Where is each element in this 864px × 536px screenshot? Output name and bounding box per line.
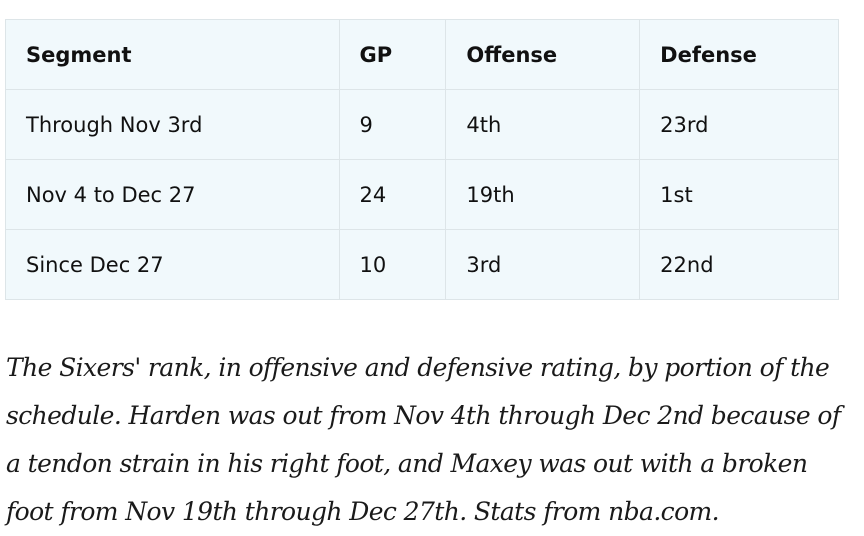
- stats-table: Segment GP Offense Defense Through Nov 3…: [5, 19, 839, 300]
- cell-segment: Through Nov 3rd: [5, 89, 340, 160]
- cell-gp: 10: [338, 229, 447, 300]
- cell-segment: Since Dec 27: [5, 229, 340, 300]
- header-defense: Defense: [639, 19, 839, 90]
- cell-defense: 1st: [639, 159, 839, 230]
- header-segment: Segment: [5, 19, 340, 90]
- cell-offense: 3rd: [445, 229, 641, 300]
- header-gp: GP: [338, 19, 447, 90]
- cell-gp: 9: [338, 89, 447, 160]
- header-offense: Offense: [445, 19, 641, 90]
- cell-defense: 23rd: [639, 89, 839, 160]
- cell-gp: 24: [338, 159, 447, 230]
- cell-offense: 4th: [445, 89, 641, 160]
- cell-segment: Nov 4 to Dec 27: [5, 159, 340, 230]
- table-caption: The Sixers' rank, in offensive and defen…: [6, 353, 841, 526]
- table-row: Since Dec 27 10 3rd 22nd: [5, 229, 839, 300]
- cell-defense: 22nd: [639, 229, 839, 300]
- cell-offense: 19th: [445, 159, 641, 230]
- table-row: Through Nov 3rd 9 4th 23rd: [5, 89, 839, 160]
- table-row: Nov 4 to Dec 27 24 19th 1st: [5, 159, 839, 230]
- table-header-row: Segment GP Offense Defense: [5, 19, 839, 90]
